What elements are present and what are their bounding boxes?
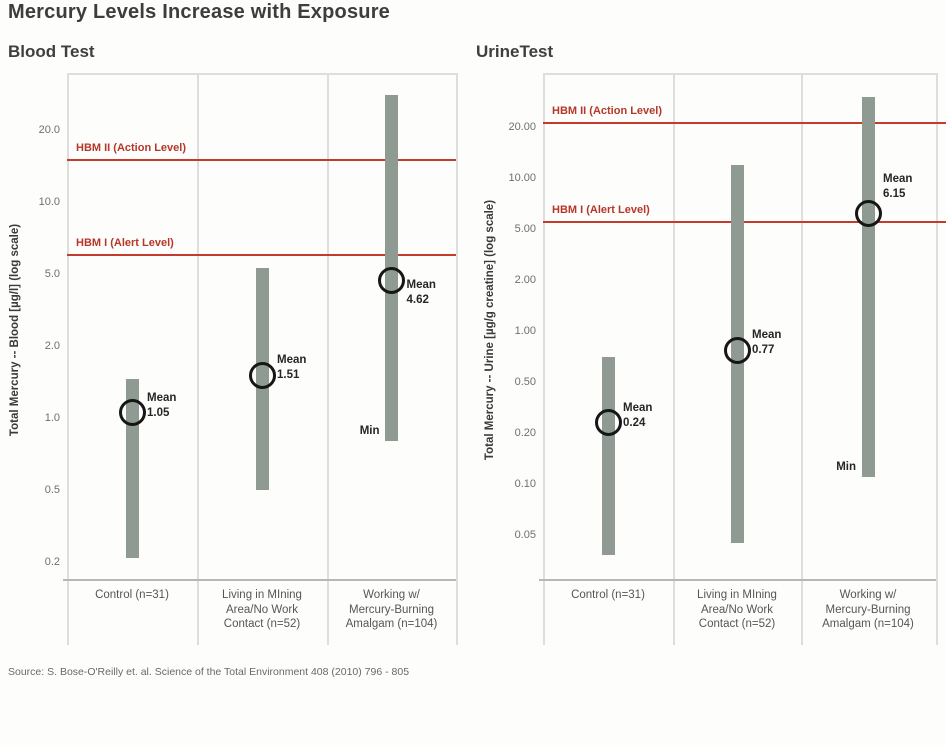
category-label: Control (n=31) (64, 588, 200, 603)
mean-word: Mean (883, 172, 913, 185)
mean-value: 4.62 (406, 294, 429, 307)
y-tick-label: 1.00 (514, 325, 536, 337)
gridline-vertical (801, 73, 803, 645)
category-label: Living in MIning Area/No Work Contact (n=5… (194, 588, 330, 632)
hbm-reference-line (67, 254, 456, 257)
category-label-line: Amalgam (n=104) (822, 618, 914, 630)
mean-label: Mean 0.24 (623, 401, 652, 431)
y-tick-label: 20.0 (38, 124, 60, 136)
plot-top-border (543, 73, 936, 75)
category-label-line: Amalgam (n=104) (345, 618, 438, 630)
min-label: Min (836, 460, 856, 473)
category-label-line: Living in MIning (697, 589, 777, 601)
category-label-line: Mercury-Burning (825, 603, 911, 616)
mean-value: 1.51 (277, 369, 300, 382)
category-label: Living in MIning Area/No Work Contact (n=5… (669, 588, 805, 632)
category-label-line: Control (n=31) (571, 589, 645, 601)
min-label: Min (359, 425, 380, 438)
hbm-reference-line (543, 122, 946, 125)
category-label-line: Area/No Work (225, 603, 298, 616)
mean-value: 6.15 (883, 187, 906, 200)
mean-label: Mean 1.05 (147, 391, 176, 421)
y-tick-label: 20.00 (508, 121, 536, 133)
gridline-vertical (936, 73, 938, 645)
mean-word: Mean (277, 354, 307, 367)
category-label: Working w/Mercury-Burning Amalgam (n=104) (324, 588, 460, 632)
category-label-line: Working w/ (363, 589, 420, 601)
mean-label: Mean 1.51 (277, 353, 306, 383)
y-tick-label: 10.00 (508, 172, 536, 184)
y-tick-label: 5.0 (44, 268, 60, 280)
gridline-vertical (543, 73, 545, 645)
range-bar (601, 357, 615, 556)
mean-label: Mean 4.62 (407, 278, 436, 308)
mean-label: Mean 0.77 (752, 328, 781, 358)
panel-title-blood-test: Blood Test (8, 42, 95, 61)
category-label-line: Contact (n=52) (698, 618, 776, 630)
y-tick-label: 0.20 (514, 427, 536, 439)
y-tick-label: 0.50 (514, 376, 536, 388)
y-tick-label: 0.05 (514, 529, 536, 541)
category-label-line: Living in MIning (222, 589, 302, 601)
panel-title-urine-test: UrineTest (476, 42, 554, 61)
category-label-line: Contact (n=52) (223, 618, 301, 630)
y-tick-label: 10.0 (38, 196, 60, 208)
mean-circle (378, 266, 405, 294)
range-bar (861, 97, 875, 477)
plot-top-border (67, 73, 456, 75)
mean-circle (723, 336, 751, 364)
gridline-vertical (456, 73, 458, 645)
y-tick-label: 0.10 (514, 478, 536, 490)
y-axis-title-blood: Total Mercury -- Blood [µg/l] (log scale… (9, 223, 21, 437)
category-label-line: Mercury-Burning (349, 603, 434, 616)
hbm-reference-label: HBM II (Action Level) (76, 141, 187, 154)
hbm-reference-label: HBM II (Action Level) (552, 105, 663, 118)
gridline-vertical (327, 73, 329, 645)
mean-value: 1.05 (147, 406, 170, 419)
y-tick-label: 0.5 (44, 484, 60, 496)
category-label-line: Working w/ (839, 589, 897, 601)
source-citation: Source: S. Bose-O'Reilly et. al. Science… (8, 666, 410, 678)
mean-word: Mean (752, 329, 782, 342)
gridline-vertical (673, 73, 675, 645)
y-tick-label: 0.2 (44, 556, 60, 568)
x-axis-line (539, 579, 936, 581)
category-label: Control (n=31) (540, 588, 676, 603)
category-label-line: Control (n=31) (95, 589, 169, 601)
hbm-reference-line (543, 220, 946, 223)
mean-circle (248, 361, 276, 389)
x-axis-line (63, 579, 456, 581)
mean-label: Mean 6.15 (883, 172, 912, 202)
category-label: Working w/Mercury-Burning Amalgam (n=104) (800, 588, 936, 632)
mean-word: Mean (147, 391, 177, 404)
mean-value: 0.77 (752, 344, 775, 357)
hbm-reference-label: HBM I (Alert Level) (76, 237, 174, 250)
hbm-reference-label: HBM I (Alert Level) (552, 203, 650, 216)
gridline-vertical (197, 73, 199, 645)
page-title: Mercury Levels Increase with Exposure (8, 1, 391, 23)
hbm-reference-line (67, 158, 456, 161)
mean-circle (594, 409, 622, 437)
mean-word: Mean (623, 401, 653, 414)
category-label-line: Area/No Work (700, 603, 773, 616)
mean-circle (854, 200, 882, 228)
mean-circle (118, 399, 146, 427)
y-tick-label: 5.00 (514, 223, 536, 235)
y-tick-label: 2.0 (44, 340, 60, 352)
mean-value: 0.24 (623, 416, 646, 429)
mean-word: Mean (406, 279, 436, 292)
y-tick-label: 2.00 (514, 274, 536, 286)
y-tick-label: 1.0 (44, 412, 60, 424)
gridline-vertical (67, 73, 69, 645)
